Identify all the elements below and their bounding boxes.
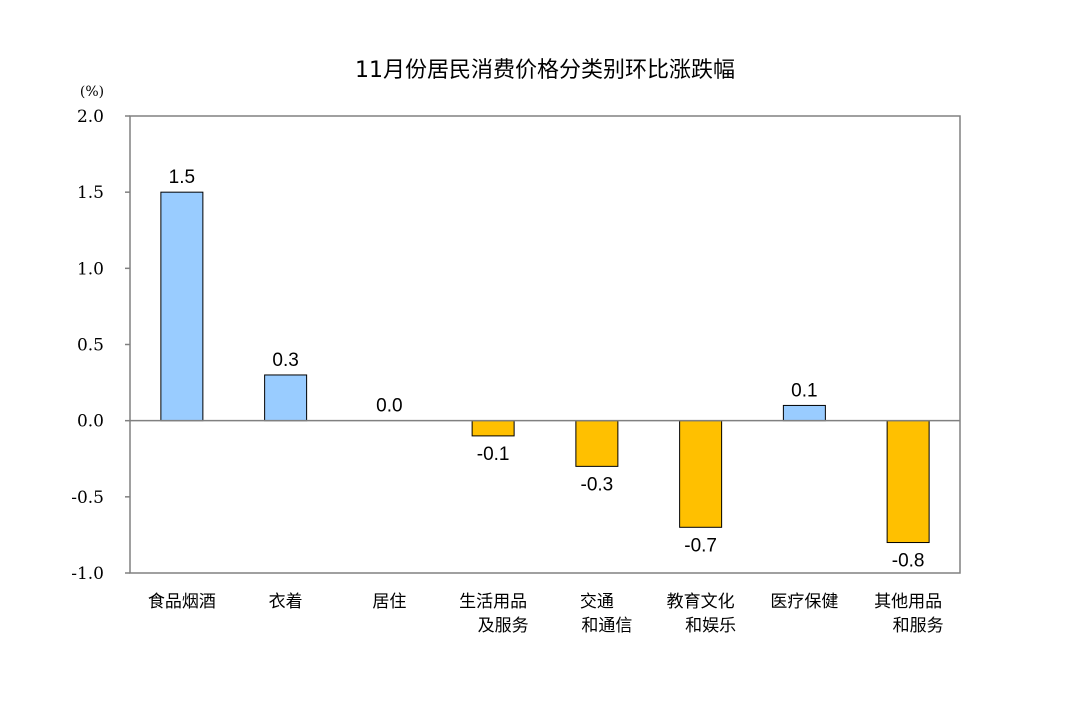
y-tick-label: 0.0: [77, 412, 104, 432]
data-labels: 1.5 0.3 0.0 -0.1 -0.3 -0.7 0.1 -0.8: [169, 167, 925, 571]
x-category-label: 衣着: [269, 592, 303, 612]
data-label: 1.5: [169, 167, 195, 188]
data-label: -0.7: [684, 535, 717, 556]
y-tick-label: 1.5: [77, 183, 104, 203]
bar: [575, 420, 619, 467]
bar: [886, 420, 930, 544]
data-label: 0.3: [272, 350, 298, 371]
bar: [264, 374, 308, 422]
bar: [679, 420, 723, 528]
x-category-label: 交通: [580, 592, 614, 612]
x-category-label: 食品烟酒: [148, 592, 216, 612]
y-tick-label: -0.5: [71, 488, 104, 508]
bar: [160, 191, 204, 422]
y-axis-unit-label: (%): [80, 84, 104, 100]
x-category-label: 其他用品: [874, 592, 942, 612]
x-category-label: 医疗保健: [770, 592, 838, 612]
x-category-label: 及服务: [478, 616, 529, 636]
data-label: -0.1: [477, 444, 510, 465]
y-axis-ticks: 2.0 1.5 1.0 0.5 0.0 -0.5 -1.0: [71, 107, 130, 584]
bar: [782, 404, 826, 422]
x-category-label: 和娱乐: [685, 616, 736, 636]
chart-title: 11月份居民消费价格分类别环比涨跌幅: [355, 58, 735, 83]
y-tick-label: -1.0: [71, 564, 104, 584]
y-tick-label: 1.0: [77, 259, 104, 279]
y-tick-label: 0.5: [77, 336, 104, 356]
data-label: -0.8: [892, 551, 925, 572]
data-label: -0.3: [581, 474, 614, 495]
y-tick-label: 2.0: [77, 107, 104, 127]
x-category-label: 和服务: [893, 616, 944, 636]
x-category-label: 教育文化: [667, 592, 735, 612]
x-category-label: 生活用品: [459, 592, 527, 612]
data-label: 0.0: [376, 396, 402, 417]
data-label: 0.1: [791, 380, 817, 401]
x-category-label: 居住: [372, 592, 406, 612]
plot-area-frame: [129, 115, 961, 574]
x-category-label: 和通信: [581, 616, 632, 636]
bar: [471, 420, 515, 437]
